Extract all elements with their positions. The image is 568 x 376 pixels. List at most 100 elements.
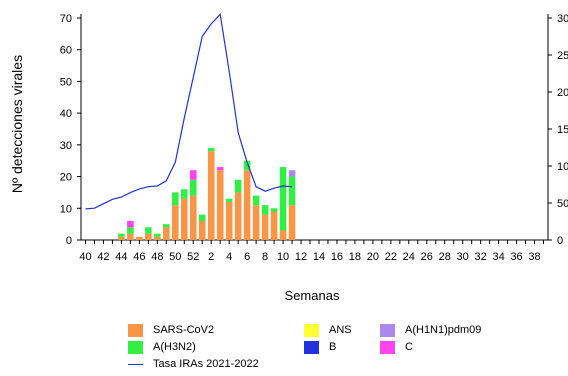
x-tick-label: 34 [492,251,504,263]
x-tick-label: 6 [244,251,250,263]
bar-segment [207,148,215,152]
bar-segment [145,233,152,240]
bar-segment [127,227,134,234]
rate-line [85,12,293,210]
bar-segment [163,224,170,228]
x-tick-label: 2 [208,251,214,263]
bar-segment [163,227,170,240]
x-tick-label: 22 [385,251,397,263]
bar-segment [243,170,251,240]
x-tick-label: 24 [403,251,415,263]
x-tick-label: 50 [169,251,181,263]
bar-segment [180,189,188,199]
axes [80,14,549,241]
bar-segment [288,176,296,206]
x-tick-label: 8 [262,251,268,263]
chart: 0102030405060700501001502002503004042444… [9,12,568,303]
x-tick-label: 40 [79,251,91,263]
legend-item-c: C [380,339,413,355]
bar-segment [118,236,125,240]
bar-segment [288,170,296,177]
bar-segment [261,214,269,240]
x-tick-label: 48 [151,251,163,263]
legend-label-b: B [329,341,337,353]
ticks: 0102030405060700501001502002503004042444… [60,13,568,263]
y-tick-label: 40 [60,108,72,120]
bar-segment [127,220,134,228]
bar-segment [216,167,224,171]
y2-tick-label: 300 [557,13,568,25]
legend-label-ans: ANS [329,324,352,336]
y2-tick-label: 0 [557,235,563,247]
legend-label-c: C [405,341,413,353]
y-tick-label: 0 [66,235,72,247]
legend-label-sars-cov2: SARS-CoV2 [153,324,215,336]
x-tick-label: 42 [97,251,109,263]
bar-segment [198,220,206,240]
bar-segment [154,236,161,240]
x-tick-label: 52 [187,251,199,263]
legend-label-h3n2: A(H3N2) [153,341,196,353]
bar-segment [198,214,206,221]
bar-segment [207,151,215,240]
y-tick-label: 60 [60,45,72,57]
x-tick-label: 4 [226,251,232,263]
y2-tick-label: 100 [557,161,568,173]
bar-segment [270,208,278,212]
bar-segment [127,233,134,240]
x-tick-label: 30 [457,251,469,263]
y2-tick-label: 50 [557,198,568,210]
y2-tick-label: 150 [557,124,568,136]
x-tick-label: 46 [133,251,145,263]
bar-segment [234,179,242,193]
legend-item-sars-cov2: SARS-CoV2 [128,322,214,338]
x-tick-label: 38 [528,251,540,263]
bar-segment [225,201,233,240]
legend-item-h3n2: A(H3N2) [128,339,196,355]
x-tick-label: 18 [349,251,361,263]
bar-segment [216,170,224,240]
x-tick-label: 16 [331,251,343,263]
x-tick-label: 28 [439,251,451,263]
x-tick-label: 32 [475,251,487,263]
bar-segment [243,160,251,171]
x-tick-label: 20 [367,251,379,263]
bar-segment [234,192,242,240]
x-tick-label: 10 [277,251,289,263]
y-tick-label: 30 [60,140,72,152]
x-axis-label: Semanas [285,288,340,303]
bar-segment [261,205,269,215]
x-tick-label: 26 [421,251,433,263]
legend-item-b: B [304,339,336,355]
legend-swatch-h1n1 [380,323,395,337]
bar-segment [189,195,197,240]
legend-label-h1n1: A(H1N1)pdm09 [405,324,482,336]
y-tick-label: 50 [60,76,72,88]
bar-segment [252,205,260,240]
legend-swatch-c [380,340,395,354]
x-tick-label: 36 [510,251,522,263]
bar-segment [145,227,152,234]
legend-swatch-ans [304,323,319,337]
y-tick-label: 10 [60,203,72,215]
y2-tick-label: 250 [557,50,568,62]
x-tick-label: 14 [313,251,325,263]
bars [118,148,296,240]
bar-segment [279,167,287,231]
bar-segment [189,170,197,180]
bar-segment [171,205,179,240]
legend-item-tasa-iras: Tasa IRAs 2021-2022 [128,356,259,372]
y2-tick-label: 200 [557,87,568,99]
legend-swatch-b [304,340,319,354]
bar-segment [270,211,278,240]
x-tick-label: 44 [115,251,127,263]
bar-segment [279,230,287,240]
bar-segment [154,233,161,237]
legend-item-h1n1: A(H1N1)pdm09 [380,322,481,338]
y-axis-label: Nº detecciones virales [9,55,25,193]
bar-segment [252,195,260,206]
legend-item-ans: ANS [304,322,352,338]
bar-segment [225,198,233,202]
x-tick-label: 12 [295,251,307,263]
y-tick-label: 20 [60,172,72,184]
